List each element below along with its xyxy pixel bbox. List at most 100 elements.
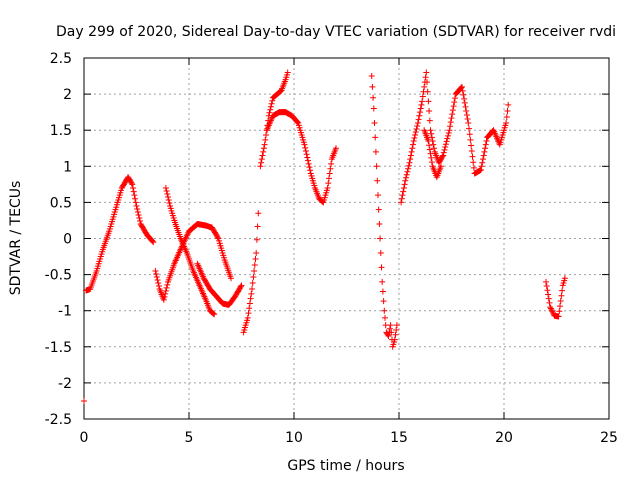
data-point <box>375 206 382 213</box>
data-point <box>302 144 309 151</box>
data-point <box>326 175 332 182</box>
data-point <box>247 295 254 302</box>
data-point <box>461 99 468 106</box>
axis-ticks <box>83 57 610 420</box>
data-point <box>449 107 456 114</box>
data-point <box>400 188 407 195</box>
data-point <box>132 195 139 202</box>
series-arc-5 <box>240 210 262 336</box>
series-arc-1 <box>83 174 157 294</box>
data-series <box>81 69 568 404</box>
data-point <box>381 307 388 314</box>
data-point <box>134 209 141 216</box>
data-point <box>413 125 420 132</box>
series-arc-4 <box>194 260 245 308</box>
data-point <box>376 221 383 228</box>
data-point <box>301 141 308 148</box>
series-arc-2 <box>152 221 234 303</box>
data-point <box>406 159 413 166</box>
series-outlier <box>81 397 87 404</box>
data-point <box>163 284 170 291</box>
data-point <box>324 184 331 191</box>
x-tick-label: 5 <box>185 430 194 446</box>
data-point <box>480 152 487 159</box>
data-point <box>210 310 217 317</box>
data-point <box>237 283 244 290</box>
data-point <box>417 105 424 112</box>
data-point <box>548 306 555 313</box>
data-point <box>467 136 474 143</box>
data-point <box>459 87 466 94</box>
series-arc-3 <box>162 184 218 318</box>
data-point <box>503 113 510 120</box>
data-point <box>405 162 412 169</box>
data-point <box>162 184 169 191</box>
data-point <box>449 111 456 118</box>
data-point <box>251 267 258 274</box>
data-point <box>438 163 444 170</box>
y-tick-label: 0 <box>63 232 72 248</box>
data-point <box>545 291 552 298</box>
data-point <box>550 309 556 316</box>
data-point <box>382 314 388 321</box>
data-point <box>482 145 489 152</box>
data-point <box>370 94 377 101</box>
data-point <box>416 112 423 119</box>
data-point <box>266 109 273 116</box>
data-point <box>368 73 375 80</box>
data-point <box>442 141 449 148</box>
data-point <box>155 280 162 287</box>
data-point <box>130 188 137 195</box>
y-tick-label: 2 <box>63 87 72 103</box>
data-point <box>558 292 565 299</box>
data-point <box>254 223 261 230</box>
data-point <box>253 236 260 243</box>
y-tick-labels: -2.5 -2 -1.5 -1 -0.5 0 0.5 1 1.5 2 2.5 <box>45 51 72 428</box>
data-point <box>505 101 512 108</box>
series-arc-7 <box>263 109 339 206</box>
x-tick-label: 10 <box>285 430 303 446</box>
data-point <box>261 141 268 148</box>
data-point <box>165 196 172 203</box>
data-point <box>214 234 221 241</box>
data-point <box>260 145 267 152</box>
data-point <box>426 142 433 149</box>
data-point <box>460 91 467 98</box>
data-point <box>403 174 409 181</box>
data-point <box>251 261 258 268</box>
data-point <box>211 311 218 318</box>
data-point <box>421 83 428 90</box>
data-point <box>405 165 412 172</box>
data-point <box>258 156 265 163</box>
data-point <box>431 145 437 152</box>
data-point <box>545 295 552 302</box>
data-point <box>546 299 553 306</box>
y-tick-label: -1 <box>58 304 72 320</box>
data-point <box>400 184 407 191</box>
data-point <box>543 283 550 290</box>
data-point <box>326 170 333 177</box>
data-point <box>162 290 169 297</box>
data-point <box>161 293 168 300</box>
data-point <box>442 144 449 151</box>
x-tick-label: 0 <box>80 430 89 446</box>
data-point <box>133 203 140 210</box>
x-axis-label: GPS time / hours <box>287 458 404 474</box>
data-point <box>325 180 332 187</box>
data-point <box>418 101 425 108</box>
x-tick-label: 25 <box>600 430 618 446</box>
data-point <box>424 88 431 95</box>
data-point <box>305 157 311 164</box>
data-point <box>385 332 392 339</box>
data-point <box>428 130 435 137</box>
data-point <box>248 290 255 297</box>
series-arc-10 <box>421 127 444 181</box>
data-point <box>388 329 395 336</box>
data-point <box>257 163 264 170</box>
data-point <box>547 304 554 311</box>
series-arc-11 <box>543 275 568 320</box>
y-tick-label: 1.5 <box>50 123 72 139</box>
chart-title: Day 299 of 2020, Sidereal Day-to-day VTE… <box>56 24 616 40</box>
x-tick-label: 15 <box>390 430 408 446</box>
